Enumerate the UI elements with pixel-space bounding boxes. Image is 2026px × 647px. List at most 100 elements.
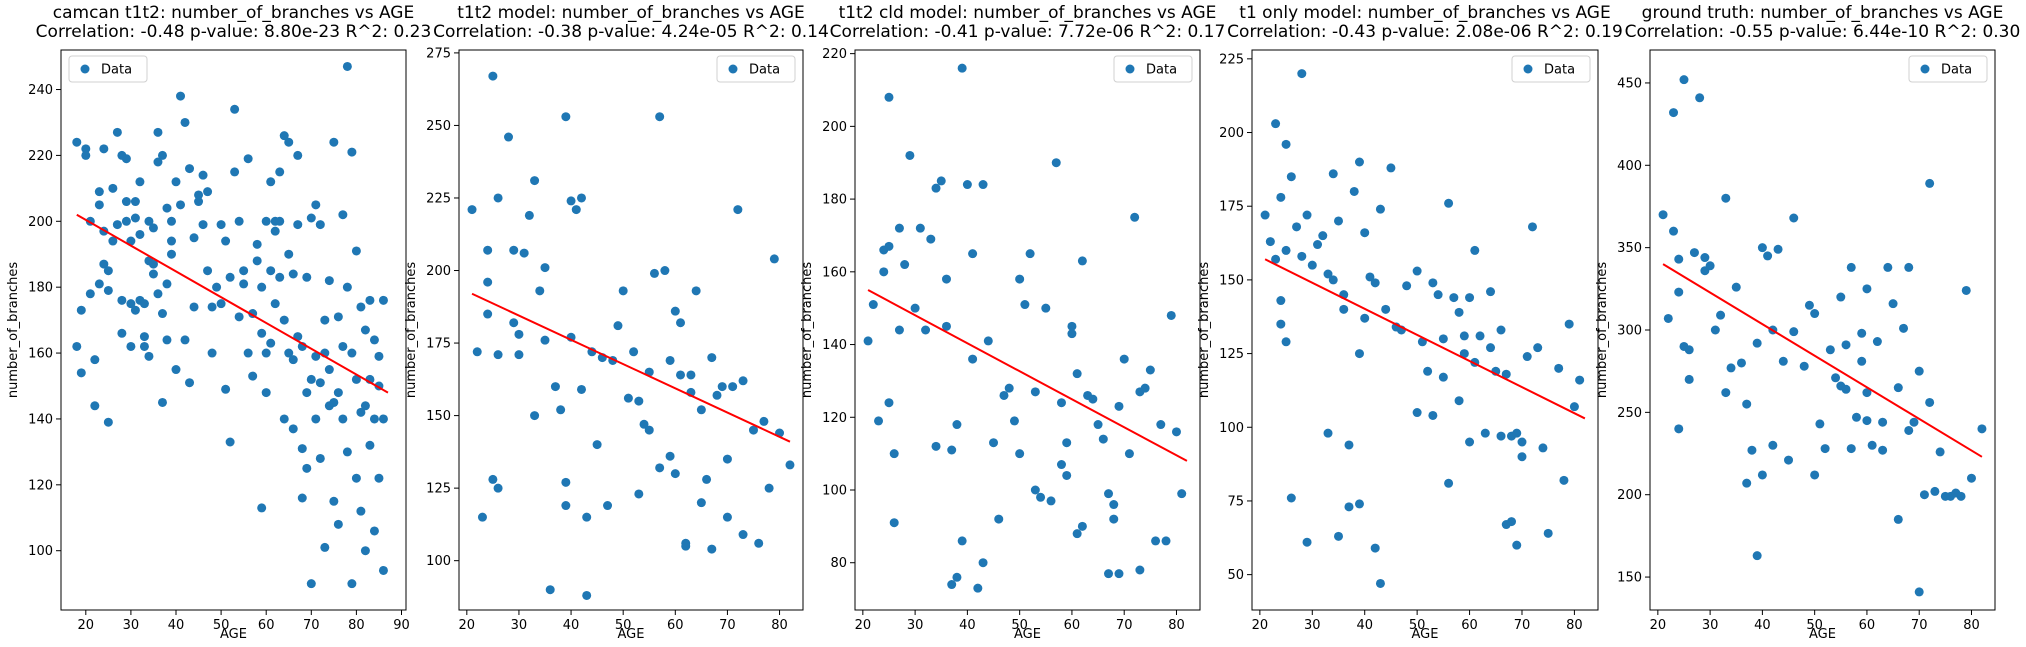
plot-frame <box>60 49 407 611</box>
data-point <box>81 144 91 154</box>
x-tick-label: 80 <box>1566 618 1583 633</box>
data-point <box>535 286 545 296</box>
data-point <box>162 203 172 213</box>
data-point <box>148 269 158 279</box>
data-point <box>931 441 941 451</box>
chart-title: ground truth: number_of_branches vs AGE <box>1642 3 2004 23</box>
data-point <box>1281 337 1291 347</box>
data-point <box>644 425 654 435</box>
data-point <box>1658 210 1668 220</box>
data-point <box>1459 331 1469 341</box>
data-point <box>1334 216 1343 226</box>
data-point <box>1716 310 1726 320</box>
data-point <box>978 180 988 190</box>
chart-panel-2: t1t2 model: number_of_branches vs AGECor… <box>404 3 829 642</box>
data-point <box>1872 337 1882 347</box>
data-point <box>99 259 109 269</box>
y-tick-label: 160 <box>822 265 847 280</box>
y-tick-label: 275 <box>426 46 451 61</box>
data-point <box>1465 293 1475 303</box>
data-point <box>315 453 325 463</box>
data-point <box>139 332 149 342</box>
data-point <box>655 463 665 473</box>
data-point <box>356 506 366 516</box>
y-tick-label: 250 <box>1617 406 1642 421</box>
data-point <box>1710 325 1720 335</box>
x-tick-label: 50 <box>213 618 230 633</box>
y-tick-label: 120 <box>28 478 53 493</box>
data-point <box>754 538 764 548</box>
data-point <box>1810 470 1820 480</box>
data-point <box>947 445 957 455</box>
data-point <box>121 154 131 164</box>
data-point <box>941 321 951 331</box>
chart-subtitle: Correlation: -0.41 p-value: 7.72e-06 R^2… <box>830 22 1226 42</box>
data-point <box>571 205 581 215</box>
y-tick-label: 100 <box>1219 421 1244 436</box>
data-point <box>1104 569 1114 579</box>
data-point <box>712 390 722 400</box>
data-point <box>1747 445 1757 455</box>
y-tick-label: 300 <box>1617 324 1642 339</box>
data-point <box>356 302 366 312</box>
x-tick-label: 40 <box>959 618 976 633</box>
x-tick-label: 70 <box>303 618 320 633</box>
data-point <box>234 312 244 322</box>
data-point <box>369 414 379 424</box>
chart-subtitle: Correlation: -0.48 p-value: 8.80e-23 R^2… <box>36 22 432 42</box>
data-point <box>1323 428 1333 438</box>
data-point <box>1669 108 1679 118</box>
data-point <box>243 348 253 358</box>
data-point <box>103 285 113 295</box>
x-tick-label: 50 <box>1806 618 1823 633</box>
data-point <box>1454 307 1464 317</box>
data-point <box>561 477 571 487</box>
data-point <box>293 150 303 160</box>
data-point <box>1862 388 1872 398</box>
data-point <box>1480 428 1490 438</box>
data-point <box>1773 244 1783 254</box>
data-point <box>1784 455 1794 465</box>
data-point <box>121 197 131 207</box>
data-point <box>889 518 899 528</box>
data-point <box>1276 296 1286 306</box>
data-point <box>952 572 962 582</box>
data-point <box>670 306 680 316</box>
chart-panel-3: t1t2 cld model: number_of_branches vs AG… <box>800 3 1225 642</box>
data-point <box>1674 424 1684 434</box>
data-point <box>342 447 352 457</box>
data-point <box>1752 551 1762 561</box>
data-point <box>1454 396 1464 406</box>
legend-label: Data <box>101 63 132 78</box>
data-point <box>1177 489 1187 499</box>
y-tick-label: 125 <box>426 482 451 497</box>
data-point <box>1799 361 1809 371</box>
data-point <box>884 398 894 408</box>
data-point <box>1313 240 1323 250</box>
data-point <box>1062 470 1072 480</box>
data-point <box>1360 313 1370 323</box>
data-point <box>613 321 623 331</box>
data-point <box>921 325 931 335</box>
data-point <box>1857 356 1867 366</box>
data-point <box>707 353 717 363</box>
data-point <box>275 272 285 282</box>
data-point <box>483 277 493 287</box>
data-point <box>1705 261 1715 271</box>
data-point <box>1810 309 1820 319</box>
data-point <box>1428 410 1438 420</box>
data-point <box>1386 163 1396 173</box>
data-point <box>592 440 602 450</box>
data-point <box>1276 192 1286 202</box>
data-point <box>1328 275 1338 285</box>
data-point <box>324 276 334 286</box>
data-point <box>185 378 195 388</box>
data-point <box>374 473 384 483</box>
data-point <box>144 216 154 226</box>
data-point <box>540 263 550 273</box>
data-point <box>1757 243 1767 253</box>
data-point <box>275 216 285 226</box>
data-point <box>1914 587 1924 597</box>
data-point <box>351 374 361 384</box>
y-axis-label: number_of_branches <box>404 262 419 398</box>
